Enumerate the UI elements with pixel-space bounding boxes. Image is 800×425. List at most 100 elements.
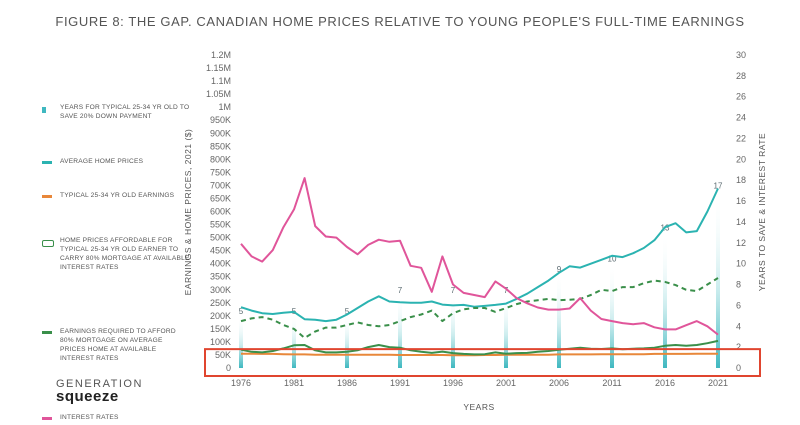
y-tick-label: 1.1M [211, 76, 231, 86]
logo: GENERATION squeeze [56, 378, 143, 405]
legend-swatch [42, 240, 54, 248]
y-tick-label: 500K [210, 233, 231, 243]
legend-item: AVERAGE HOME PRICES [40, 158, 190, 167]
logo-line1: GENERATION [56, 378, 143, 390]
y-tick-label: 1.15M [206, 63, 231, 73]
y-tick-label: 0 [226, 363, 231, 373]
y2-tick-label: 2 [736, 342, 741, 352]
legend-swatch [42, 160, 52, 164]
legend-label: HOME PRICES AFFORDABLE FOR TYPICAL 25-34… [60, 237, 190, 271]
y2-axis-label: YEARS TO SAVE & INTEREST RATE [757, 133, 767, 291]
legend-item: HOME PRICES AFFORDABLE FOR TYPICAL 25-34… [40, 237, 190, 272]
logo-line2: squeeze [56, 388, 119, 405]
x-tick-label: 1996 [443, 378, 463, 388]
x-tick-label: 2001 [496, 378, 516, 388]
y-tick-label: 200K [210, 311, 231, 321]
y-tick-label: 550K [210, 220, 231, 230]
y-axis-label: EARNINGS & HOME PRICES, 2021 ($) [183, 129, 193, 296]
y-tick-label: 50K [215, 350, 231, 360]
legend-label: INTEREST RATES [60, 413, 119, 421]
legend-item: YEARS FOR TYPICAL 25-34 YR OLD TO SAVE 2… [40, 104, 190, 122]
y-tick-label: 1.2M [211, 50, 231, 60]
highlight-box [204, 348, 761, 377]
bar-data-label: 7 [398, 286, 403, 295]
y-tick-label: 850K [210, 141, 231, 151]
y2-tick-label: 16 [736, 196, 746, 206]
bar [292, 315, 296, 368]
legend-swatch [42, 416, 52, 420]
legend-swatch [42, 195, 52, 199]
x-tick-label: 1981 [284, 378, 304, 388]
legend-label: EARNINGS REQUIRED TO AFFORD 80% MORTGAGE… [60, 328, 176, 362]
y2-tick-label: 0 [736, 363, 741, 373]
x-tick-label: 2016 [655, 378, 675, 388]
y2-tick-label: 20 [736, 154, 746, 164]
legend-swatch [42, 331, 52, 335]
y2-tick-label: 18 [736, 175, 746, 185]
y2-tick-label: 24 [736, 113, 746, 123]
bar-data-label: 17 [714, 182, 723, 191]
y2-tick-label: 6 [736, 300, 741, 310]
bar-data-label: 9 [557, 265, 562, 274]
legend-item: TYPICAL 25-34 YR OLD EARNINGS [40, 192, 190, 201]
y-tick-label: 350K [210, 272, 231, 282]
y2-tick-label: 8 [736, 280, 741, 290]
y-tick-label: 950K [210, 115, 231, 125]
y2-tick-label: 26 [736, 92, 746, 102]
bar [451, 294, 455, 368]
y-tick-label: 1.05M [206, 89, 231, 99]
y2-tick-label: 28 [736, 71, 746, 81]
y-tick-label: 150K [210, 324, 231, 334]
bar-data-label: 10 [608, 255, 617, 264]
y2-tick-label: 4 [736, 321, 741, 331]
bar-data-label: 5 [239, 307, 244, 316]
y2-tick-label: 14 [736, 217, 746, 227]
y-tick-label: 600K [210, 207, 231, 217]
legend-label: TYPICAL 25-34 YR OLD EARNINGS [60, 192, 175, 200]
y-tick-label: 800K [210, 154, 231, 164]
bar [663, 232, 667, 368]
y-tick-label: 450K [210, 246, 231, 256]
series-line [240, 188, 719, 323]
y2-tick-label: 30 [736, 50, 746, 60]
y-tick-label: 750K [210, 167, 231, 177]
bar-data-label: 5 [345, 307, 350, 316]
x-tick-label: 2011 [602, 378, 621, 388]
y-tick-label: 650K [210, 193, 231, 203]
y2-tick-label: 22 [736, 133, 746, 143]
bar [398, 294, 402, 368]
bar [610, 263, 614, 368]
x-tick-label: 2006 [549, 378, 569, 388]
bar-data-label: 7 [504, 286, 509, 295]
x-tick-label: 2021 [708, 378, 728, 388]
y-tick-label: 1M [218, 102, 231, 112]
series-line [240, 177, 719, 336]
legend-label: AVERAGE HOME PRICES [60, 157, 144, 165]
bar [345, 315, 349, 368]
y-tick-label: 250K [210, 298, 231, 308]
legend-item: INTEREST RATES [40, 414, 190, 423]
series-line [240, 277, 719, 339]
y2-tick-label: 10 [736, 259, 746, 269]
bar-data-label: 7 [451, 286, 456, 295]
bar [504, 294, 508, 368]
legend-swatch [42, 107, 46, 113]
series-line [240, 339, 719, 356]
x-tick-label: 1986 [337, 378, 357, 388]
y-tick-label: 400K [210, 259, 231, 269]
legend: YEARS FOR TYPICAL 25-34 YR OLD TO SAVE 2… [40, 104, 190, 422]
chart-title: FIGURE 8: THE GAP. CANADIAN HOME PRICES … [55, 14, 745, 29]
legend-label: YEARS FOR TYPICAL 25-34 YR OLD TO SAVE 2… [60, 104, 190, 120]
bar [716, 190, 720, 368]
y2-tick-label: 12 [736, 238, 746, 248]
x-axis-label: YEARS [463, 402, 494, 412]
x-tick-label: 1976 [231, 378, 251, 388]
legend-item: EARNINGS REQUIRED TO AFFORD 80% MORTGAGE… [40, 328, 190, 363]
y-tick-label: 300K [210, 285, 231, 295]
y-tick-label: 100K [210, 337, 231, 347]
y-tick-label: 900K [210, 128, 231, 138]
bar [557, 274, 561, 368]
x-tick-label: 1991 [390, 378, 410, 388]
y-tick-label: 700K [210, 180, 231, 190]
